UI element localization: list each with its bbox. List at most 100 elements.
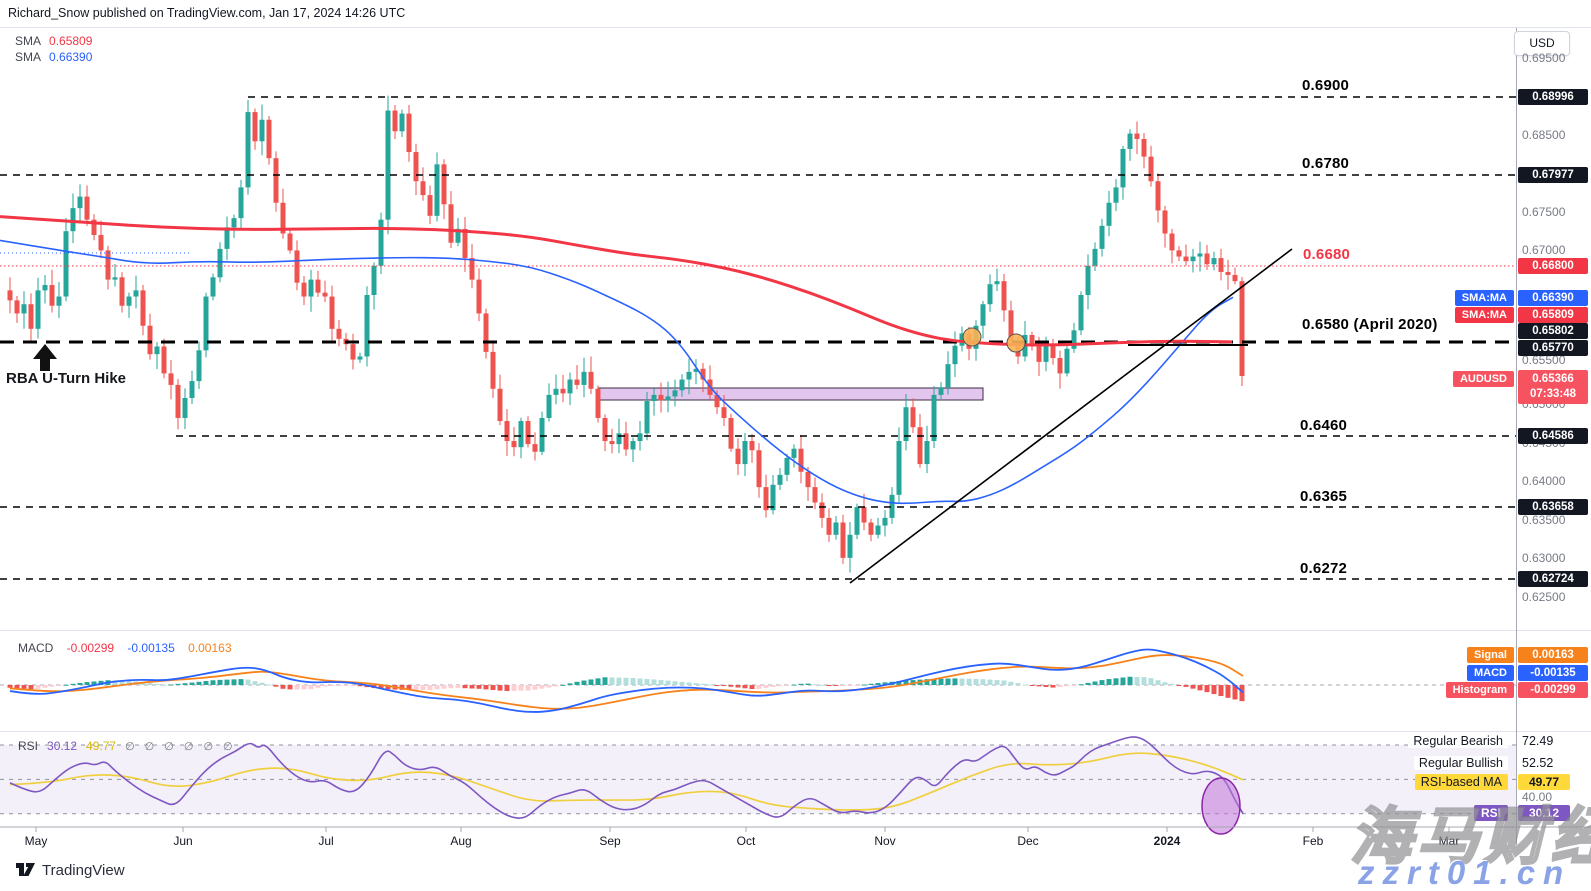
price-level-label: 0.6272 (1300, 560, 1348, 577)
time-axis-month: Aug (450, 834, 472, 848)
divergence-toggle-icon[interactable]: ∅ (203, 740, 214, 753)
trendline[interactable] (849, 248, 1293, 584)
time-axis-month: Dec (1017, 834, 1039, 848)
price-axis-label: 0.62724 (1518, 571, 1588, 587)
time-axis-month: Mar (1438, 834, 1460, 848)
price-axis-label: 0.66800 (1518, 258, 1588, 274)
rsi-value: 30.12 (47, 739, 78, 753)
time-axis-month: Jun (173, 834, 193, 848)
macd-hist-value: -0.00299 (66, 641, 115, 655)
price-axis-tick: 0.68500 (1522, 128, 1566, 142)
indicator-axis-value: 0.00163 (1518, 647, 1588, 663)
sma2-label: SMA (15, 50, 42, 64)
indicator-tag: Histogram (1445, 682, 1514, 698)
macd-legend-label: MACD (18, 641, 54, 655)
indicator-tag: Signal (1466, 647, 1514, 663)
rsi-legend: RSI 30.12 49.77 ∅ ∅ ∅ ∅ ∅ ∅ (18, 739, 233, 753)
tradingview-logo-icon (16, 863, 35, 876)
price-axis-label: 0.64586 (1518, 428, 1588, 444)
currency-toggle-button[interactable]: USD (1514, 31, 1570, 56)
divergence-toggle-icon[interactable]: ∅ (125, 740, 135, 753)
price-axis-label: 0.65770 (1518, 340, 1588, 356)
price-level-label: 0.6580 (April 2020) (1302, 316, 1438, 333)
rsi-divergence-tag: Regular Bullish (1413, 756, 1508, 770)
time-axis-month: Sep (599, 834, 621, 848)
sma2-value: 0.66390 (49, 50, 93, 64)
watermark-cn: 海马财经 (1349, 802, 1591, 874)
rsi-axis-value: 30.12 (1518, 805, 1570, 821)
rsi-axis-value: 72.49 (1522, 734, 1554, 748)
rsi-axis-tick: 40.00 (1522, 790, 1553, 804)
sma-red-line[interactable] (0, 215, 1233, 347)
time-axis-month: Feb (1302, 834, 1324, 848)
sma-legend-row-1: SMA 0.65809 (15, 33, 92, 49)
price-level-label: 0.6780 (1302, 155, 1350, 172)
time-axis-month: Nov (874, 834, 896, 848)
sma-legend: SMA 0.65809 SMA 0.66390 (15, 33, 92, 65)
crossover-circle-marker[interactable] (1006, 333, 1026, 353)
rsi-ma-line[interactable] (9, 752, 1244, 811)
rsi-axis-value: 52.52 (1522, 756, 1554, 770)
tradingview-brand-link[interactable]: TradingView (42, 862, 125, 879)
price-axis-tick: 0.69500 (1522, 51, 1566, 65)
last-price-value: 0.65366 (1532, 373, 1574, 385)
macd-signal-line[interactable] (9, 654, 1244, 710)
time-axis-month: Jul (318, 834, 334, 848)
macd-line[interactable] (9, 648, 1244, 713)
main-pane[interactable] (0, 95, 1516, 584)
price-axis-label: 0.67977 (1518, 167, 1588, 183)
macd-signal-value: 0.00163 (188, 641, 232, 655)
price-axis-tick: 0.63000 (1522, 551, 1566, 565)
price-axis-label: 0.68996 (1518, 89, 1588, 105)
rsi-line[interactable] (9, 736, 1244, 819)
sma1-value: 0.65809 (49, 34, 93, 48)
publish-info: Richard_Snow published on TradingView.co… (8, 6, 406, 20)
price-axis-label: 0.66390 (1518, 290, 1588, 306)
series-tag: SMA:MA (1454, 307, 1514, 323)
price-axis-tick: 0.67000 (1522, 243, 1566, 257)
price-level-label: 0.6460 (1300, 417, 1348, 434)
macd-line-value: -0.00135 (127, 641, 175, 655)
sma-blue-line[interactable] (0, 239, 1234, 505)
rsi-ma-axis-value: 49.77 (1518, 774, 1570, 790)
indicator-tag: MACD (1467, 665, 1514, 681)
divergence-toggle-icon[interactable]: ∅ (144, 740, 155, 753)
rsi-divergence-tag: Regular Bearish (1408, 734, 1508, 748)
up-arrow-annotation[interactable] (33, 344, 57, 371)
price-axis-tick: 0.62500 (1522, 590, 1566, 604)
series-tag: SMA:MA (1454, 290, 1514, 306)
price-axis-label: 0.63658 (1518, 499, 1588, 515)
divergence-toggle-icon[interactable]: ∅ (223, 740, 233, 753)
series-tag: AUDUSD (1452, 371, 1514, 387)
macd-pane[interactable] (0, 648, 1516, 713)
rsi-tag: RSI (1473, 805, 1508, 821)
last-price-label: 0.65366 07:33:48 (1518, 370, 1588, 404)
rsi-divergence-toggles: ∅ ∅ ∅ ∅ ∅ ∅ (125, 740, 233, 753)
indicator-axis-value: -0.00299 (1518, 682, 1588, 698)
price-axis-label: 0.65802 (1518, 323, 1588, 339)
bar-countdown: 07:33:48 (1529, 388, 1577, 400)
price-axis-tick: 0.65500 (1522, 353, 1566, 367)
sma-legend-row-2: SMA 0.66390 (15, 49, 92, 65)
price-level-label: 0.6680 (1303, 246, 1351, 263)
price-axis-tick: 0.64000 (1522, 474, 1566, 488)
rsi-ma-value: 49.77 (86, 739, 117, 753)
oversold-highlight-ellipse[interactable] (1201, 777, 1241, 835)
time-axis-month: May (24, 834, 48, 848)
sma1-label: SMA (15, 34, 42, 48)
rba-annotation-text: RBA U-Turn Hike (6, 370, 126, 387)
indicator-axis-value: -0.00135 (1518, 665, 1588, 681)
divergence-toggle-icon[interactable]: ∅ (164, 740, 174, 753)
price-axis-label: 0.65809 (1518, 307, 1588, 323)
divergence-toggle-icon[interactable]: ∅ (183, 740, 194, 753)
watermark-url: zzrt01.cn (1358, 854, 1572, 891)
price-axis-tick: 0.67500 (1522, 205, 1566, 219)
time-axis-month: Oct (736, 834, 756, 848)
price-level-label: 0.6365 (1300, 488, 1348, 505)
crossover-circle-marker[interactable] (962, 327, 982, 347)
candles (7, 95, 1245, 573)
price-axis-tick: 0.63500 (1522, 513, 1566, 527)
rsi-pane[interactable] (0, 736, 1516, 819)
